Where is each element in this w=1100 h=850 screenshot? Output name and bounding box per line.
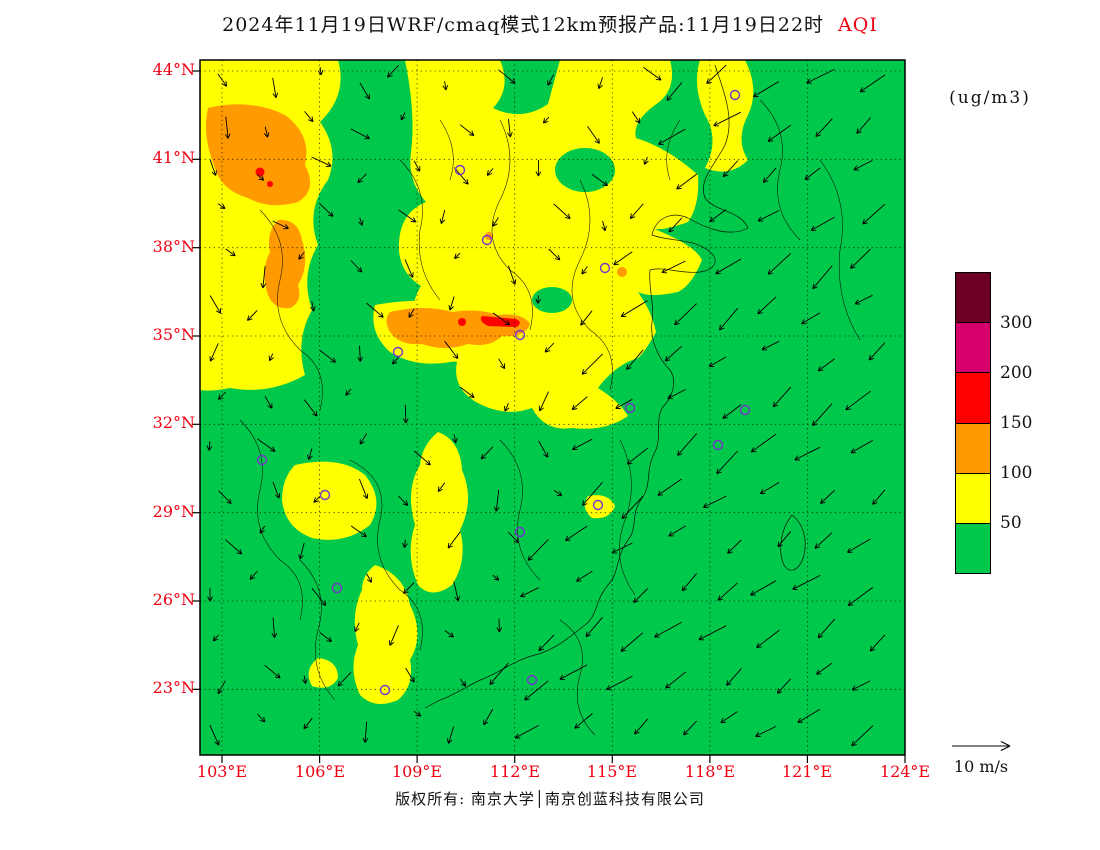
orange-spot-1 xyxy=(617,267,627,277)
station-marker xyxy=(599,262,611,274)
page-title: 2024年11月19日WRF/cmaq模式12km预报产品:11月19日22时 A… xyxy=(0,10,1100,37)
station-marker xyxy=(592,499,604,511)
red-spot-2 xyxy=(255,167,265,177)
station-marker xyxy=(526,674,538,686)
title-text: 2024年11月19日WRF/cmaq模式12km预报产品:11月19日22时 xyxy=(222,14,825,36)
station-marker xyxy=(392,346,404,358)
station-marker xyxy=(256,454,268,466)
aqi-region-red xyxy=(480,316,520,327)
lat-tick-label: 35°N xyxy=(152,325,195,344)
lat-tick-label: 26°N xyxy=(152,590,195,609)
colorbar-label: 50 xyxy=(1000,513,1022,533)
green-hole-2 xyxy=(532,287,572,313)
lat-tick-label: 38°N xyxy=(152,237,195,256)
lat-tick-label: 29°N xyxy=(152,502,195,521)
map-frame xyxy=(199,59,906,756)
wind-vectors-layer xyxy=(206,64,886,747)
lon-tick-label: 124°E xyxy=(879,762,931,781)
lon-tick-label: 109°E xyxy=(391,762,443,781)
aqi-region-yellow xyxy=(200,60,754,704)
lat-tick-label: 41°N xyxy=(152,148,195,167)
taiwan-island xyxy=(780,514,806,571)
station-marker xyxy=(514,329,526,341)
station-marker xyxy=(481,234,493,246)
wind-reference-label: 10 m/s xyxy=(953,757,1009,776)
copyright-footer: 版权所有: 南京大学│南京创蓝科技有限公司 xyxy=(395,790,705,808)
lon-tick-label: 106°E xyxy=(294,762,346,781)
aqi-map xyxy=(192,59,906,763)
green-hole-1 xyxy=(555,148,615,192)
aqi-fill-layer xyxy=(200,60,754,704)
colorbar xyxy=(955,272,991,574)
station-marker xyxy=(379,684,391,696)
red-spot-1 xyxy=(458,318,466,326)
colorbar-segment xyxy=(956,423,990,474)
station-marker xyxy=(454,164,466,176)
lon-tick-label: 121°E xyxy=(781,762,833,781)
station-markers xyxy=(256,89,751,696)
colorbar-segment xyxy=(956,273,990,324)
lat-tick-label: 44°N xyxy=(152,60,195,79)
lon-tick-label: 115°E xyxy=(586,762,638,781)
units-label: (ug/m3) xyxy=(949,88,1031,108)
colorbar-label: 100 xyxy=(1000,463,1033,483)
colorbar-segment xyxy=(956,473,990,524)
station-marker xyxy=(319,489,331,501)
station-marker xyxy=(624,402,636,414)
boundaries-layer xyxy=(239,64,861,736)
lat-tick-label: 23°N xyxy=(152,678,195,697)
axis-tick-marks xyxy=(192,70,906,763)
wind-reference-arrow xyxy=(952,741,1011,751)
lon-tick-label: 112°E xyxy=(489,762,541,781)
red-spot-3 xyxy=(267,181,273,187)
coastline-path xyxy=(424,64,749,709)
colorbar-segment xyxy=(956,323,990,374)
colorbar-segment xyxy=(956,373,990,424)
colorbar-label: 200 xyxy=(1000,363,1033,383)
station-marker xyxy=(331,582,343,594)
colorbar-label: 300 xyxy=(1000,313,1033,333)
map-layers xyxy=(200,60,905,755)
station-marker xyxy=(514,526,526,538)
graticule xyxy=(200,60,905,755)
wind-arrows xyxy=(206,64,886,747)
colorbar-label: 150 xyxy=(1000,413,1033,433)
aqi-region-orange xyxy=(206,104,530,348)
lon-tick-label: 118°E xyxy=(684,762,736,781)
station-marker xyxy=(729,89,741,101)
lon-tick-label: 103°E xyxy=(196,762,248,781)
lat-tick-label: 32°N xyxy=(152,413,195,432)
title-variable: AQI xyxy=(838,14,878,36)
province-boundaries xyxy=(239,99,861,736)
station-marker xyxy=(739,404,751,416)
station-marker xyxy=(712,439,724,451)
colorbar-segment xyxy=(956,523,990,574)
